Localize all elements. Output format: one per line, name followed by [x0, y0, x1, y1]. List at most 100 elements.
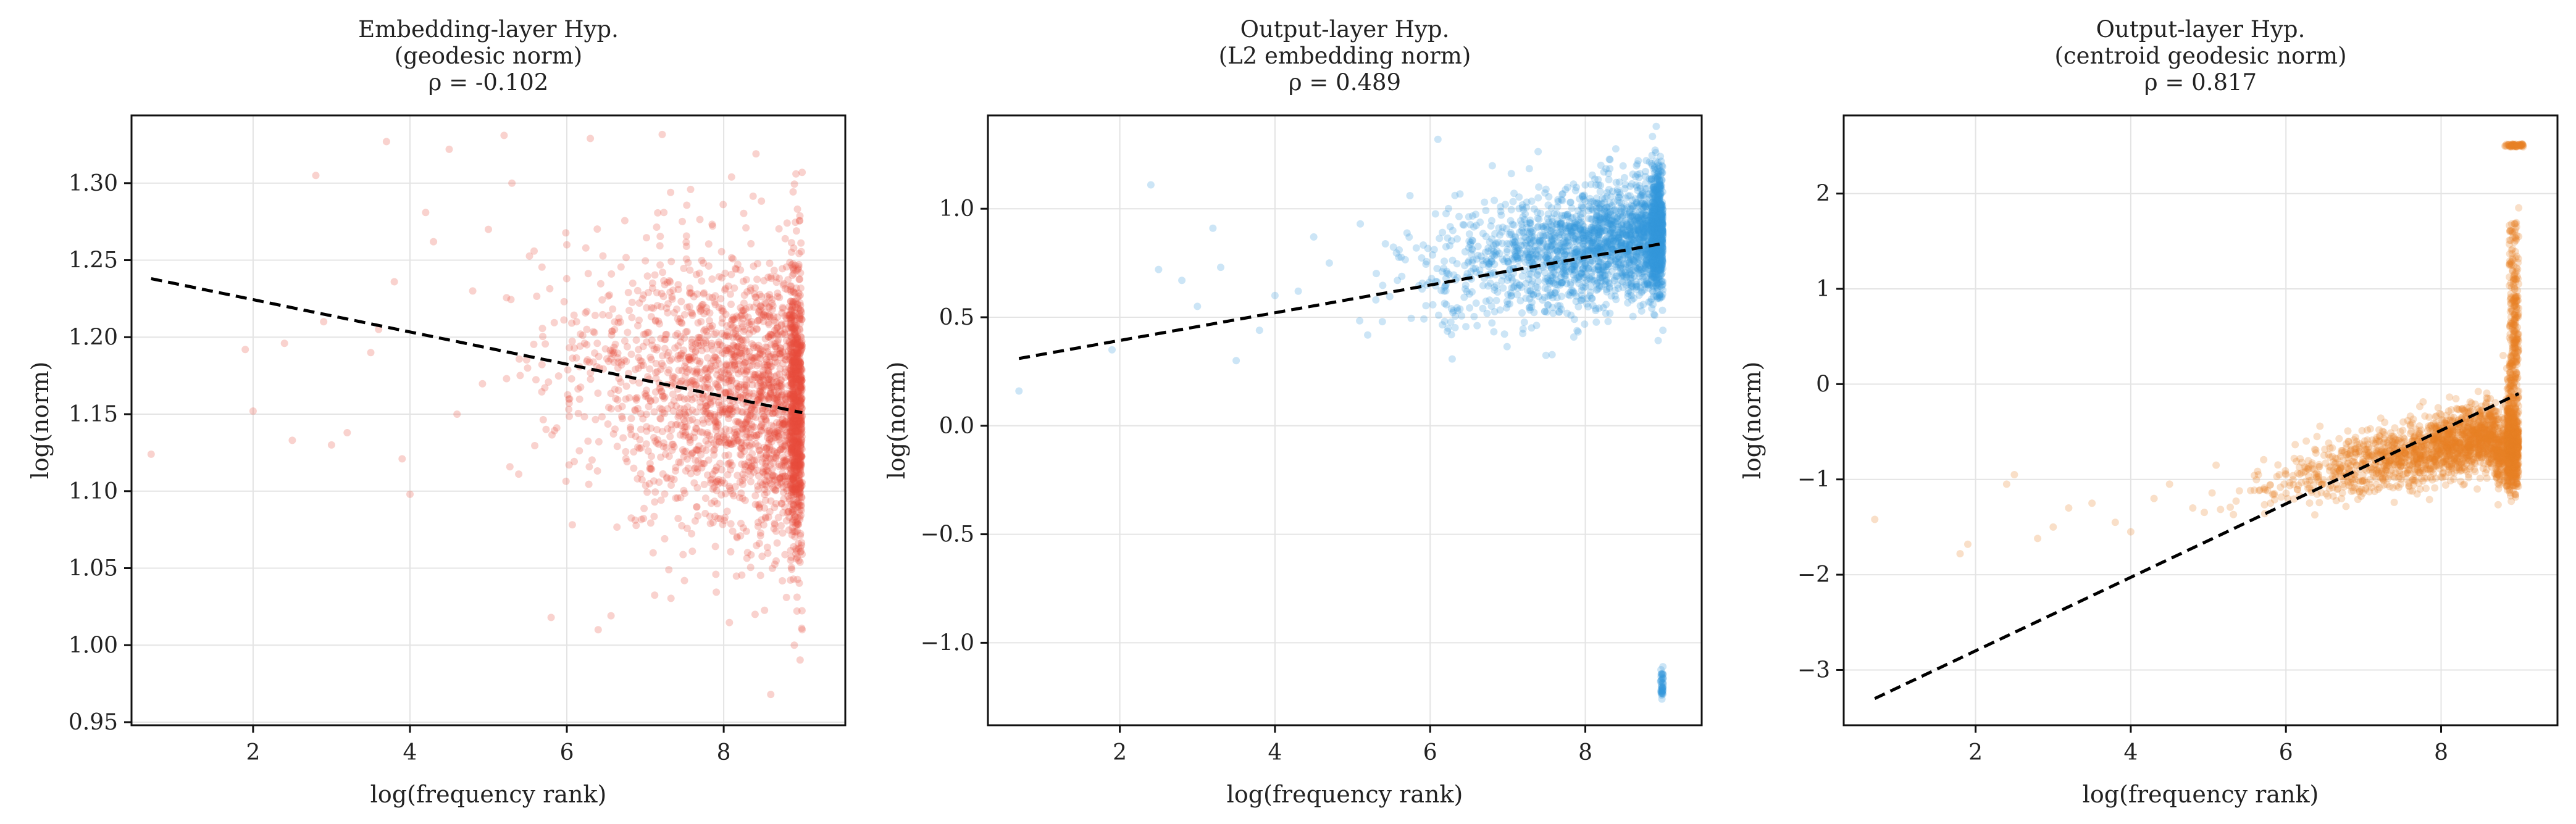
scatter-point: [745, 363, 753, 370]
scatter-point: [780, 446, 787, 454]
scatter-point: [785, 364, 793, 372]
scatter-point: [794, 417, 802, 425]
scatter-point: [704, 415, 711, 423]
scatter-point: [722, 379, 729, 386]
scatter-point: [789, 351, 797, 359]
scatter-point: [726, 402, 734, 410]
scatter-point: [793, 300, 801, 308]
scatter-point: [668, 440, 676, 448]
scatter-point: [787, 500, 795, 508]
scatter-point: [797, 481, 805, 489]
scatter-point: [706, 385, 714, 393]
scatter-point: [1435, 311, 1442, 319]
scatter-point: [797, 383, 805, 391]
scatter-point: [796, 558, 804, 566]
scatter-point: [790, 356, 798, 364]
scatter-point: [798, 365, 806, 373]
scatter-point: [722, 433, 730, 441]
scatter-point: [627, 514, 635, 522]
scatter-point: [787, 288, 795, 296]
scatter-point: [762, 299, 770, 307]
scatter-point: [758, 415, 765, 423]
scatter-point: [729, 315, 737, 323]
scatter-point: [761, 504, 768, 512]
scatter-point: [763, 482, 771, 490]
scatter-point: [687, 353, 694, 361]
scatter-point: [787, 443, 795, 451]
scatter-point: [738, 319, 746, 327]
scatter-point: [725, 415, 732, 423]
scatter-point: [685, 433, 693, 441]
scatter-point: [770, 431, 778, 439]
scatter-point: [686, 289, 694, 298]
scatter-point: [699, 444, 707, 452]
scatter-point: [1533, 271, 1541, 279]
scatter-point: [651, 498, 659, 506]
scatter-point: [790, 349, 798, 357]
scatter-point: [792, 386, 800, 394]
scatter-point: [767, 389, 775, 397]
scatter-point: [694, 457, 702, 465]
scatter-point: [739, 277, 747, 285]
scatter-point: [1518, 309, 1526, 317]
scatter-point: [727, 441, 735, 448]
scatter-point: [635, 299, 643, 307]
scatter-point: [1451, 323, 1459, 331]
scatter-point: [708, 220, 716, 228]
scatter-point: [757, 393, 765, 401]
scatter-point: [603, 355, 611, 363]
scatter-point: [742, 388, 750, 396]
scatter-point: [785, 311, 793, 319]
scatter-point: [703, 307, 711, 315]
scatter-point: [682, 447, 690, 456]
scatter-point: [1483, 309, 1491, 317]
scatter-point: [771, 354, 779, 362]
scatter-point: [790, 392, 798, 400]
scatter-point: [742, 382, 750, 390]
scatter-point: [797, 420, 805, 428]
scatter-point: [798, 377, 806, 385]
scatter-point: [576, 342, 584, 350]
scatter-point: [755, 309, 763, 317]
scatter-point: [768, 306, 776, 314]
scatter-point: [708, 499, 716, 507]
scatter-point: [793, 418, 801, 426]
scatter-point: [760, 465, 767, 473]
scatter-point: [788, 462, 796, 470]
scatter-point: [758, 422, 766, 430]
scatter-point: [738, 425, 746, 433]
scatter-point: [762, 417, 770, 425]
scatter-point: [795, 398, 803, 406]
scatter-point: [716, 438, 723, 446]
scatter-point: [796, 493, 803, 501]
scatter-point: [740, 306, 748, 314]
scatter-point: [777, 499, 785, 507]
scatter-point: [792, 170, 800, 178]
scatter-point: [777, 473, 785, 481]
scatter-point: [704, 409, 712, 417]
scatter-point: [790, 443, 798, 451]
scatter-point: [713, 423, 721, 431]
scatter-point: [787, 446, 795, 454]
scatter-point: [766, 429, 774, 437]
scatter-point: [764, 427, 772, 435]
scatter-point: [790, 445, 798, 453]
scatter-point: [717, 330, 726, 338]
scatter-point: [697, 318, 705, 326]
scatter-point: [738, 311, 746, 319]
scatter-point: [659, 409, 667, 417]
scatter-point: [726, 377, 734, 385]
scatter-point: [734, 418, 742, 426]
scatter-point: [1507, 217, 1515, 225]
scatter-point: [1629, 312, 1637, 320]
scatter-point: [724, 370, 732, 378]
scatter-point: [794, 427, 802, 435]
scatter-point: [793, 440, 801, 448]
scatter-point: [793, 375, 801, 383]
scatter-point: [711, 410, 719, 418]
scatter-point: [725, 439, 733, 447]
scatter-point: [782, 263, 790, 271]
scatter-point: [696, 307, 705, 315]
scatter-point: [793, 593, 801, 601]
